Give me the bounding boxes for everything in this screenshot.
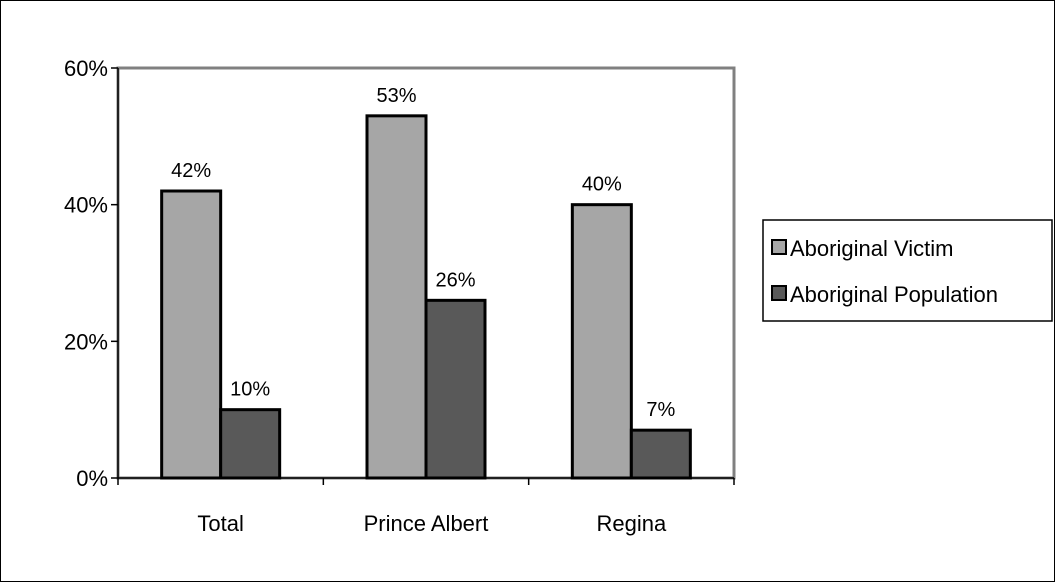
bars-group	[160, 114, 692, 480]
data-label: 26%	[435, 269, 475, 291]
y-tick-label: 60%	[64, 56, 108, 81]
bar	[629, 428, 692, 480]
bar	[219, 408, 282, 480]
legend-box	[762, 219, 1053, 322]
data-label: 7%	[646, 399, 675, 421]
axes-group	[111, 67, 735, 485]
bar	[365, 114, 428, 480]
x-category-label: Prince Albert	[364, 511, 489, 536]
data-label: 40%	[582, 174, 622, 196]
bar	[570, 203, 633, 480]
bar	[424, 298, 487, 480]
y-tick-label: 20%	[64, 329, 108, 354]
y-tick-label: 40%	[64, 193, 108, 218]
data-labels: 42% 10% 53% 26% 40% 7%	[171, 85, 675, 421]
data-label: 42%	[171, 160, 211, 182]
bar	[160, 189, 223, 480]
x-category-label: Regina	[596, 511, 666, 536]
legend-label: Aboriginal Victim	[790, 236, 953, 261]
y-tick-labels: 0% 20% 40% 60%	[64, 56, 108, 491]
data-label: 10%	[230, 379, 270, 401]
legend-label: Aboriginal Population	[790, 282, 998, 307]
legend-swatch	[771, 285, 787, 301]
legend: Aboriginal Victim Aboriginal Population	[762, 219, 1053, 322]
data-label: 53%	[376, 85, 416, 107]
x-category-label: Total	[197, 511, 243, 536]
y-tick-label: 0%	[76, 466, 108, 491]
x-category-labels: Total Prince Albert Regina	[197, 511, 667, 536]
legend-swatch	[771, 239, 787, 255]
